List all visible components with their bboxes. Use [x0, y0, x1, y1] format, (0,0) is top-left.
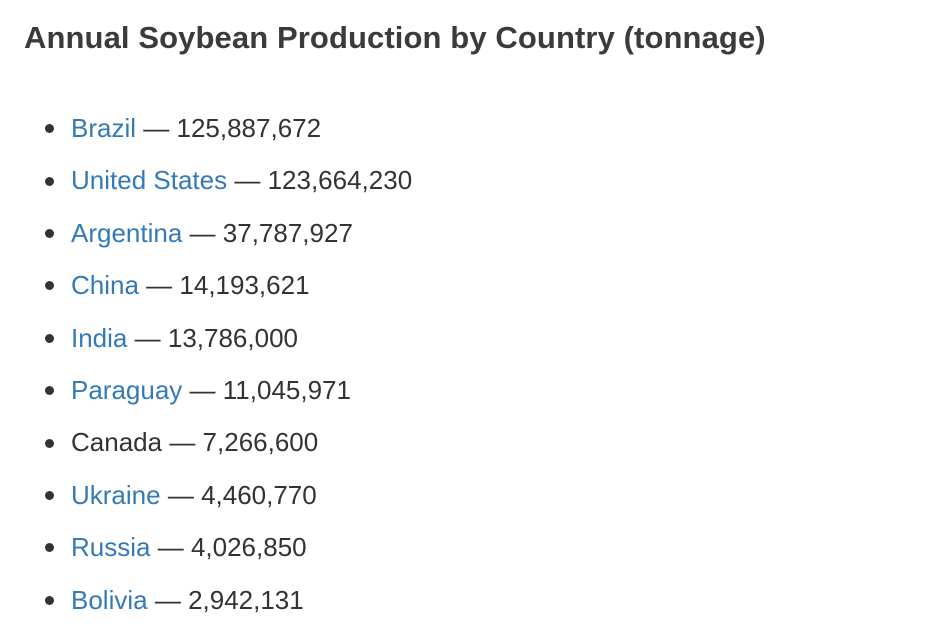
- country-link[interactable]: Brazil: [71, 113, 137, 143]
- separator: —: [234, 165, 268, 196]
- list-item: India — 13,786,000: [0, 312, 412, 364]
- list-item: Canada — 7,266,600: [0, 416, 412, 468]
- page-title: Annual Soybean Production by Country (to…: [24, 20, 766, 55]
- country-link[interactable]: India: [71, 322, 128, 353]
- separator: —: [189, 374, 223, 405]
- list-item: Brazil — 125,887,672: [0, 102, 412, 154]
- country-link[interactable]: Ukraine: [71, 479, 161, 510]
- list-item: Argentina — 37,787,927: [0, 207, 412, 259]
- list-item: Ukraine — 4,460,770: [0, 469, 412, 521]
- production-value: 37,787,927: [222, 217, 353, 248]
- country-link[interactable]: Paraguay: [71, 374, 183, 405]
- list-item: United States — 123,664,230: [0, 154, 412, 206]
- list-item: Paraguay — 11,045,971: [0, 364, 412, 416]
- production-value: 4,026,850: [190, 532, 307, 563]
- bullet-icon: [45, 386, 54, 396]
- bullet-icon: [45, 228, 54, 238]
- bullet-icon: [45, 543, 54, 553]
- production-value: 11,045,971: [222, 374, 351, 405]
- list-item: China — 14,193,621: [0, 259, 412, 311]
- bullet-icon: [45, 281, 54, 291]
- country-link[interactable]: Argentina: [71, 217, 183, 248]
- production-value: 123,664,230: [267, 165, 413, 196]
- bullet-icon: [45, 595, 54, 605]
- separator: —: [189, 217, 223, 248]
- separator: —: [143, 113, 177, 143]
- production-value: 14,193,621: [179, 270, 310, 301]
- separator: —: [146, 270, 180, 301]
- separator: —: [154, 584, 189, 615]
- country-link[interactable]: United States: [71, 165, 228, 196]
- production-value: 125,887,672: [176, 113, 322, 143]
- separator: —: [169, 427, 203, 458]
- production-value: 13,786,000: [167, 322, 298, 353]
- country-link[interactable]: Bolivia: [71, 584, 148, 615]
- country-production-list: Brazil — 125,887,672 United States — 123…: [0, 102, 412, 626]
- production-value: 4,460,770: [201, 479, 317, 510]
- country-link[interactable]: China: [71, 270, 139, 301]
- production-value: 7,266,600: [202, 427, 319, 458]
- bullet-icon: [45, 333, 54, 343]
- list-item: Bolivia — 2,942,131: [0, 574, 412, 626]
- bullet-icon: [45, 124, 54, 134]
- bullet-icon: [45, 176, 54, 186]
- bullet-icon: [45, 490, 54, 500]
- separator: —: [167, 479, 202, 510]
- bullet-icon: [45, 438, 54, 448]
- country-link[interactable]: Russia: [71, 532, 151, 563]
- separator: —: [134, 322, 168, 353]
- list-item: Russia — 4,026,850: [0, 521, 412, 573]
- production-value: 2,942,131: [188, 584, 304, 615]
- country-name: Canada: [71, 427, 163, 458]
- separator: —: [157, 532, 191, 563]
